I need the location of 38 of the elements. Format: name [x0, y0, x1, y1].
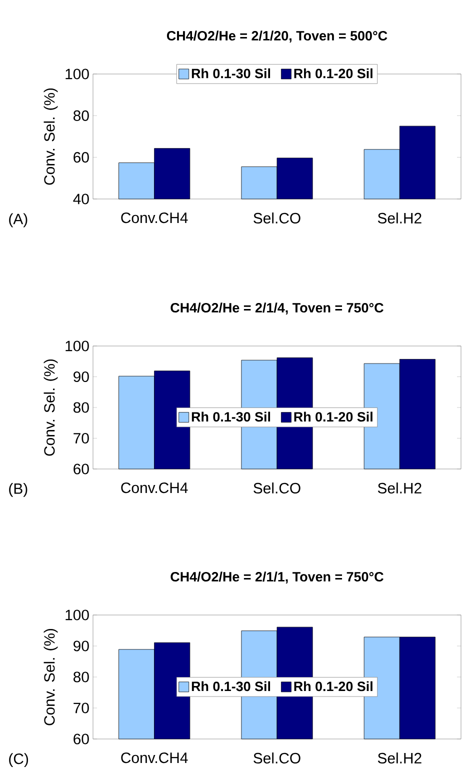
legend-label: Rh 0.1-30 Sil	[192, 681, 270, 692]
y-tick-label: 60	[74, 734, 89, 744]
legend-label: Rh 0.1-30 Sil	[192, 68, 270, 78]
y-tick-label: 60	[74, 152, 89, 163]
x-tick-label: Conv.CH4	[121, 212, 188, 224]
chart-title: CH4/O2/He = 2/1/4, Toven = 750°C	[170, 302, 384, 314]
legend-label: Rh 0.1-30 Sil	[192, 412, 270, 422]
text: (B)	[9, 482, 28, 497]
y-tick-label: 70	[74, 432, 89, 444]
y-tick-label: 100	[66, 68, 89, 80]
y-tick-label: 100	[66, 340, 89, 352]
x-tick-label: Conv.CH4	[121, 482, 188, 494]
y-tick-label: 80	[74, 672, 89, 682]
y-axis-title: Conv. Sel. (%)	[44, 628, 58, 726]
y-tick-label: 90	[74, 640, 89, 652]
y-tick-label: 80	[74, 110, 89, 121]
chart-title: CH4/O2/He = 2/1/20, Toven = 500°C	[166, 30, 388, 42]
x-tick-label: Conv.CH4	[121, 752, 188, 764]
y-tick-label: 60	[74, 464, 89, 474]
y-tick-label: 90	[74, 371, 89, 382]
legend-label: Rh 0.1-20 Sil	[294, 412, 372, 422]
y-tick-label: 70	[74, 702, 89, 714]
x-tick-label: Sel.H2	[378, 482, 422, 494]
y-tick-label: 100	[66, 610, 89, 620]
x-tick-label: Sel.H2	[378, 752, 422, 764]
y-tick-label: 40	[73, 194, 89, 204]
x-tick-label: Sel.H2	[378, 212, 422, 224]
x-tick-label: Sel.CO	[254, 752, 300, 764]
legend-label: Rh 0.1-20 Sil	[294, 68, 372, 78]
x-tick-label: Sel.CO	[254, 482, 300, 494]
legend-label: Rh 0.1-20 Sil	[294, 681, 372, 692]
y-axis-title: Conv. Sel. (%)	[44, 88, 58, 185]
chart-title: CH4/O2/He = 2/1/1, Toven = 750°C	[170, 572, 384, 584]
text: (C)	[9, 753, 28, 768]
x-tick-label: Sel.CO	[254, 212, 300, 224]
text: (A)	[9, 213, 28, 228]
y-axis-title: Conv. Sel. (%)	[44, 359, 58, 456]
y-tick-label: 80	[74, 402, 89, 413]
